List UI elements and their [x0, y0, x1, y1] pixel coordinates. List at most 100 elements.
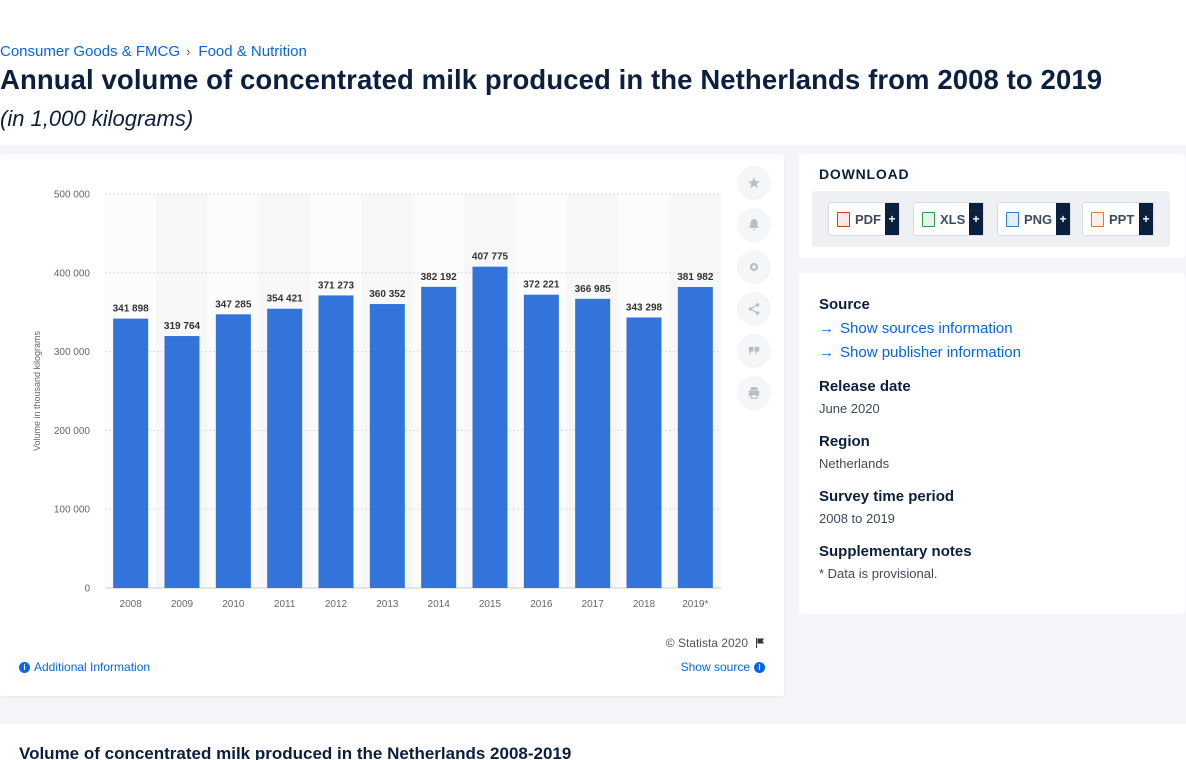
bar-chart: 0 100 000 200 000 300 000 400 000 500 000 Volu…: [32, 190, 722, 610]
bar-value-label: 354 421: [267, 294, 304, 305]
bar: [523, 294, 559, 588]
bar-value-label: 347 285: [215, 299, 252, 310]
additional-information-label: Additional Information: [34, 660, 151, 674]
download-buttons: PDF + XLS + PNG + PPT +: [812, 191, 1170, 247]
breadcrumb-separator: ›: [186, 44, 191, 59]
survey-period-value: 2008 to 2019: [819, 511, 895, 526]
plus-icon: +: [885, 203, 899, 235]
survey-period-heading: Survey time period: [819, 488, 955, 505]
arrow-right-icon: →: [819, 344, 834, 361]
bar: [215, 314, 251, 588]
download-xls-button[interactable]: XLS +: [913, 202, 984, 236]
bar: [113, 318, 149, 588]
x-tick-label: 2014: [428, 599, 451, 610]
chart-card: 0 100 000 200 000 300 000 400 000 500 000 Volu…: [0, 154, 784, 696]
x-tick-label: 2012: [325, 599, 348, 610]
header-area: [0, 0, 1186, 145]
flag-icon[interactable]: [754, 637, 766, 649]
download-card: DOWNLOAD PDF + XLS + PNG + PPT +: [799, 154, 1185, 258]
show-source-link[interactable]: Show source i: [681, 660, 765, 674]
bar-value-label: 382 192: [421, 272, 458, 283]
region-heading: Region: [819, 433, 870, 450]
description-card: Volume of concentrated milk produced in …: [0, 724, 1186, 760]
bar-value-label: 360 352: [369, 289, 406, 300]
info-icon: i: [754, 661, 765, 673]
release-date-heading: Release date: [819, 378, 911, 395]
bar-value-label: 407 775: [472, 252, 509, 263]
x-tick-label: 2010: [222, 599, 245, 610]
x-tick-label: 2008: [120, 599, 143, 610]
bar-value-label: 366 985: [575, 284, 612, 295]
x-tick-label: 2019*: [682, 599, 708, 610]
bar: [626, 317, 662, 588]
bar-value-label: 381 982: [677, 272, 714, 283]
y-axis-title: Volume in thousand kilograms: [32, 330, 42, 451]
print-icon[interactable]: [737, 376, 771, 410]
bar: [369, 304, 405, 588]
plus-icon: +: [969, 203, 983, 235]
ppt-file-icon: [1091, 211, 1104, 227]
x-tick-label: 2011: [274, 599, 296, 610]
description-title: Volume of concentrated milk produced in …: [19, 744, 572, 760]
copyright-text: © Statista 2020: [665, 636, 748, 650]
download-pdf-label: PDF: [855, 211, 881, 227]
y-tick-label: 100 000: [54, 505, 91, 516]
y-tick-label: 400 000: [54, 268, 91, 279]
bar-value-label: 341 898: [113, 304, 150, 315]
plus-icon: +: [1056, 203, 1070, 235]
release-date-value: June 2020: [819, 401, 880, 416]
source-heading: Source: [819, 296, 870, 313]
show-sources-link[interactable]: → Show sources information: [819, 320, 1013, 337]
download-png-label: PNG: [1024, 211, 1053, 227]
y-tick-label: 200 000: [54, 426, 91, 437]
region-value: Netherlands: [819, 456, 890, 471]
info-icon: i: [19, 661, 30, 673]
x-tick-label: 2017: [582, 599, 605, 610]
breadcrumb-food-nutrition[interactable]: Food & Nutrition: [198, 43, 307, 60]
bar-value-label: 372 221: [523, 280, 560, 291]
chart-toolbar: [737, 166, 773, 418]
download-pdf-button[interactable]: PDF +: [828, 202, 900, 236]
breadcrumb-consumer-goods[interactable]: Consumer Goods & FMCG: [0, 43, 181, 60]
share-icon[interactable]: [737, 292, 771, 326]
download-ppt-button[interactable]: PPT +: [1082, 202, 1154, 236]
y-tick-label: 300 000: [54, 347, 91, 358]
arrow-right-icon: →: [819, 320, 834, 337]
bar: [318, 295, 354, 588]
page-title: Annual volume of concentrated milk produ…: [0, 64, 1103, 95]
y-tick-label: 500 000: [54, 190, 91, 201]
bar-value-label: 343 298: [626, 302, 663, 313]
pdf-file-icon: [837, 211, 850, 227]
png-file-icon: [1006, 211, 1019, 227]
statistic-details: Source → Show sources information → Show…: [799, 273, 1185, 614]
show-publisher-link[interactable]: → Show publisher information: [819, 344, 1021, 361]
x-tick-label: 2015: [479, 599, 502, 610]
download-xls-label: XLS: [940, 211, 966, 227]
breadcrumb: Consumer Goods & FMCG › Food & Nutrition: [0, 43, 307, 60]
bar: [164, 336, 200, 588]
show-publisher-label: Show publisher information: [840, 344, 1021, 361]
bar: [575, 298, 611, 588]
page-subtitle: (in 1,000 kilograms): [0, 106, 194, 131]
y-tick-label: 0: [84, 584, 90, 595]
download-ppt-label: PPT: [1109, 211, 1135, 227]
x-tick-label: 2016: [530, 599, 553, 610]
x-tick-label: 2009: [171, 599, 194, 610]
download-title: DOWNLOAD: [819, 166, 910, 182]
download-png-button[interactable]: PNG +: [997, 202, 1071, 236]
x-tick-label: 2018: [633, 599, 656, 610]
additional-information-link[interactable]: i Additional Information: [19, 660, 150, 674]
supplementary-notes-value: * Data is provisional.: [819, 566, 938, 581]
xls-file-icon: [922, 211, 935, 227]
bar: [677, 286, 713, 588]
star-icon[interactable]: [737, 166, 771, 200]
x-tick-label: 2013: [376, 599, 399, 610]
bar: [267, 308, 303, 588]
gear-icon[interactable]: [737, 250, 771, 284]
bar-value-label: 371 273: [318, 280, 355, 291]
plus-icon: +: [1139, 203, 1153, 235]
bell-icon[interactable]: [737, 208, 771, 242]
bar: [421, 286, 457, 588]
quote-icon[interactable]: [737, 334, 771, 368]
copyright: © Statista 2020: [666, 636, 766, 650]
